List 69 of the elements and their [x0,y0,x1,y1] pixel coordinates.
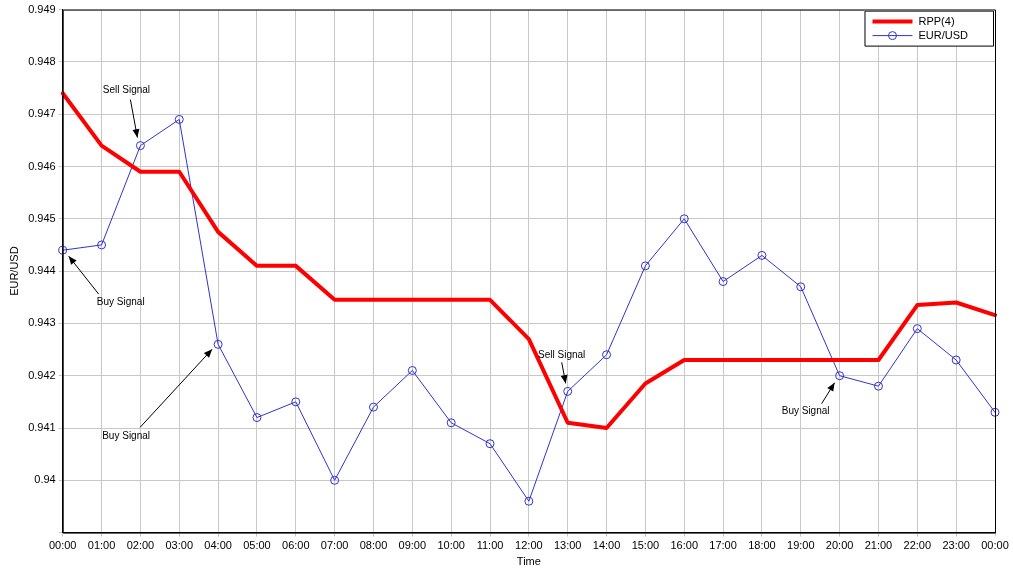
x-tick-label: 16:00 [670,539,699,552]
x-tick-label: 03:00 [165,539,194,552]
point [446,418,456,428]
point [407,365,417,375]
point [912,324,922,334]
x-tick-label: 08:00 [359,539,388,552]
y-tick-label: 0.941 [28,421,56,434]
annotation: Buy Signal [102,430,151,442]
annotation: Buy Signal [96,295,145,307]
y-tick-label: 0.947 [28,107,56,120]
point [58,245,68,255]
x-tick-label: 05:00 [243,539,271,552]
point [213,339,223,349]
point [174,114,184,124]
point [97,240,107,250]
x-tick-label: 11:00 [476,539,504,552]
x-tick-label: 18:00 [748,539,776,552]
point [135,141,145,151]
x-tick-label: 02:00 [126,539,155,552]
x-tick-label: 20:00 [825,539,854,552]
y-tick-label: 0.946 [28,159,56,172]
y-tick-label: 0.94 [34,473,56,486]
x-tick-label: 19:00 [787,539,815,552]
point [718,277,728,287]
point [330,475,340,485]
point [252,413,262,423]
y-tick-label: 0.949 [28,2,56,15]
point [679,214,689,224]
y-axis-title: EUR/USD [7,246,20,296]
annotation: Sell Signal [102,84,151,96]
x-tick-label: 07:00 [320,539,349,552]
x-tick-label: 04:00 [204,539,232,552]
x-tick-label: 01:00 [87,539,116,552]
legend-label: EUR/USD [918,28,969,41]
y-tick-label: 0.948 [28,54,56,67]
x-tick-label: 17:00 [709,539,737,552]
x-tick-label: 00:00 [981,539,1009,552]
x-tick-label: 06:00 [282,539,310,552]
x-axis-title: Time [516,555,541,568]
point [485,439,495,449]
point [524,496,534,506]
x-tick-label: 23:00 [942,539,970,552]
x-tick-label: 12:00 [515,539,543,552]
point [602,350,612,360]
y-tick-label: 0.942 [28,368,56,381]
x-tick-label: 00:00 [48,539,77,552]
y-tick-label: 0.945 [28,211,56,224]
y-tick-label: 0.944 [28,264,56,277]
point [563,386,573,396]
x-tick-label: 22:00 [903,539,932,552]
x-tick-label: 13:00 [553,539,582,552]
y-tick-label: 0.943 [28,316,56,329]
x-tick-label: 09:00 [398,539,427,552]
point [368,402,378,412]
point [796,282,806,292]
x-tick-label: 21:00 [864,539,893,552]
x-tick-label: 10:00 [437,539,465,552]
point [990,407,1000,417]
annotation: Sell Signal [538,349,586,361]
point [951,355,961,365]
x-tick-label: 14:00 [592,539,621,552]
point [835,371,845,381]
point [291,397,301,407]
annotation: Buy Signal [781,405,830,417]
point [640,261,650,271]
x-tick-label: 15:00 [631,539,660,552]
point [757,250,767,260]
legend-label: RPP(4) [918,14,955,27]
point [873,381,883,391]
